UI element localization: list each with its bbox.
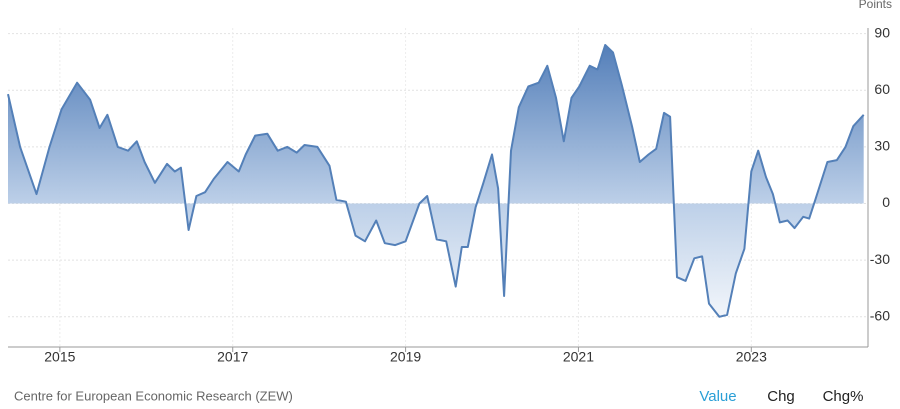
x-tick-label: 2021 xyxy=(563,349,594,365)
y-tick-label: 90 xyxy=(874,24,890,40)
tab-chg-pct[interactable]: Chg% xyxy=(823,388,864,405)
tab-value[interactable]: Value xyxy=(699,388,736,405)
area-fill xyxy=(8,45,864,317)
y-tick-label: -60 xyxy=(870,308,890,324)
line xyxy=(7,44,865,318)
y-tick-label: 60 xyxy=(874,81,890,97)
y-tick-label: 0 xyxy=(882,194,890,210)
tab-chg[interactable]: Chg xyxy=(767,388,795,405)
y-tick-label: -30 xyxy=(870,251,890,267)
x-tick-label: 2017 xyxy=(217,349,248,365)
y-tick-label: 30 xyxy=(874,138,890,154)
x-tick-label: 2023 xyxy=(736,349,767,365)
x-tick-label: 2019 xyxy=(390,349,421,365)
x-tick-label: 2015 xyxy=(44,349,75,365)
y-axis-label: Points xyxy=(859,0,892,11)
source: Centre for European Economic Research (Z… xyxy=(14,388,293,403)
